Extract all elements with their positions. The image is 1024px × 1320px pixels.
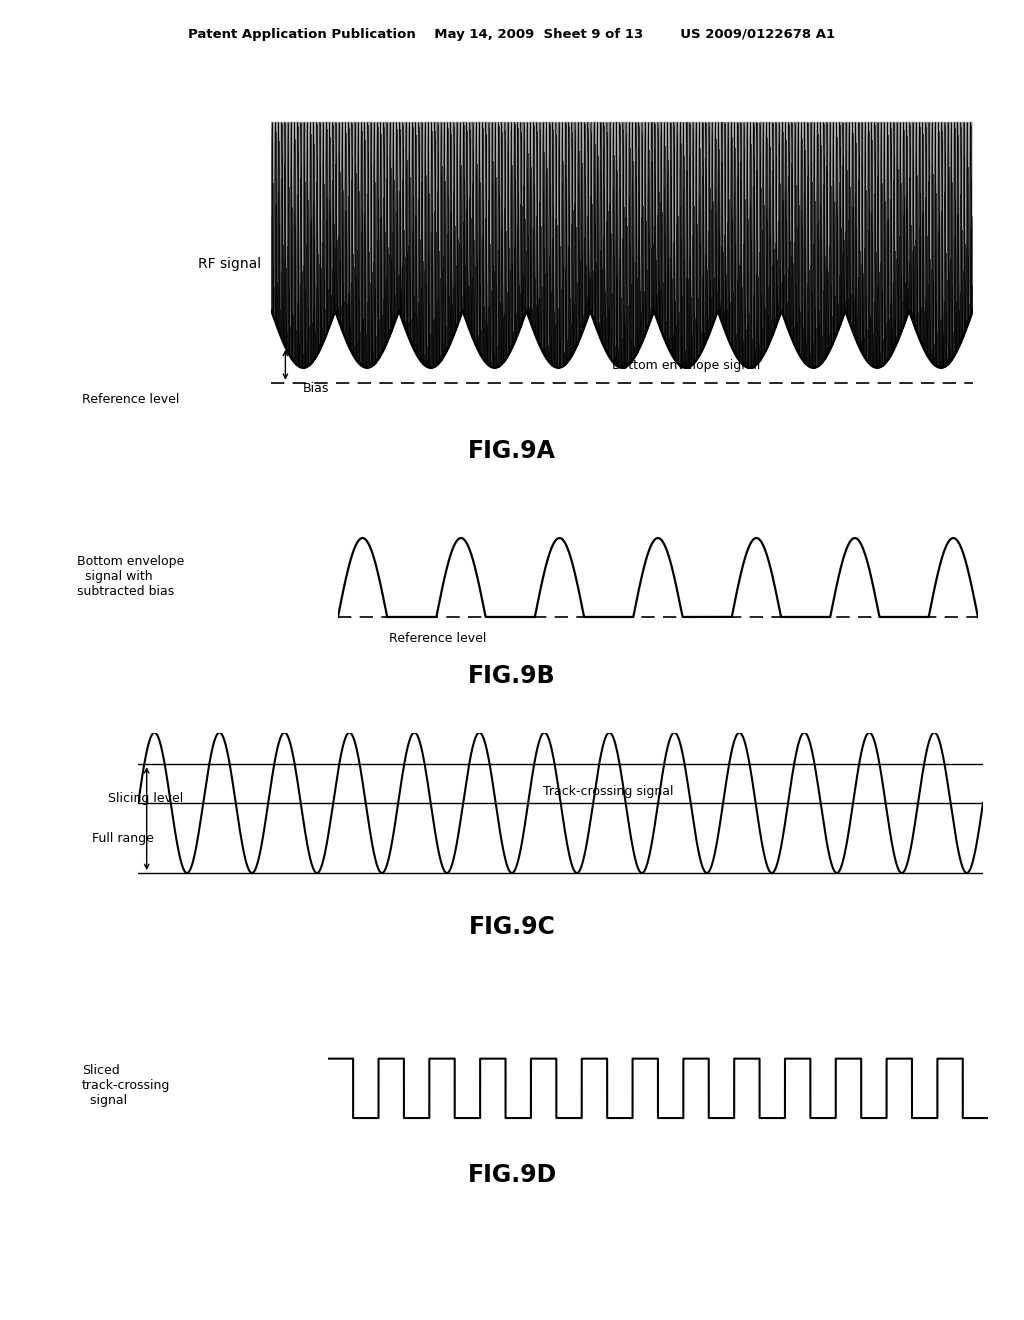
Text: FIG.9A: FIG.9A xyxy=(468,440,556,463)
Text: Bias: Bias xyxy=(303,381,330,395)
Text: Full range: Full range xyxy=(92,832,154,845)
Text: Track-crossing signal: Track-crossing signal xyxy=(543,785,673,799)
Text: FIG.9B: FIG.9B xyxy=(468,664,556,688)
Text: Bottom envelope
  signal with
subtracted bias: Bottom envelope signal with subtracted b… xyxy=(77,556,184,598)
Text: FIG.9D: FIG.9D xyxy=(467,1163,557,1187)
Text: Slicing level: Slicing level xyxy=(108,792,182,805)
Text: Patent Application Publication    May 14, 2009  Sheet 9 of 13        US 2009/012: Patent Application Publication May 14, 2… xyxy=(188,28,836,41)
Text: FIG.9C: FIG.9C xyxy=(469,915,555,939)
Text: Reference level: Reference level xyxy=(82,393,179,407)
Text: RF signal: RF signal xyxy=(198,257,261,271)
Text: Bottom envelope signal: Bottom envelope signal xyxy=(612,359,760,372)
Text: Reference level: Reference level xyxy=(389,632,486,645)
Text: Sliced
track-crossing
  signal: Sliced track-crossing signal xyxy=(82,1064,170,1106)
